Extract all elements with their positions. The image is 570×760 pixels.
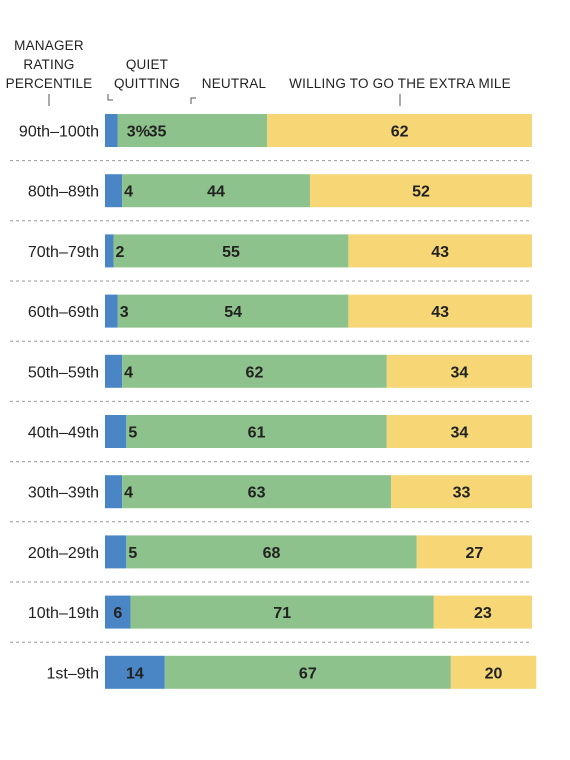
category-label: 90th–100th (19, 124, 99, 141)
bar-segment (126, 535, 417, 569)
category-label: 10th–19th (28, 605, 99, 622)
data-label: 14 (126, 665, 144, 682)
series-header-leader-0 (107, 94, 113, 101)
category-header-line: RATING (23, 57, 74, 72)
data-label: 54 (224, 304, 242, 321)
data-label: 52 (412, 184, 430, 201)
data-label: 34 (451, 364, 469, 381)
data-label: 34 (451, 425, 469, 442)
category-label: 30th–39th (28, 485, 99, 502)
data-label: 35 (149, 124, 167, 141)
data-label: 5 (128, 425, 137, 442)
category-label: 40th–49th (28, 425, 99, 442)
data-label: 3 (120, 304, 129, 321)
bar-segment (105, 114, 118, 147)
bar-segment (348, 234, 532, 268)
data-label: 20 (485, 665, 503, 682)
series-header-0: QUITTING (114, 76, 180, 91)
category-label: 1st–9th (47, 665, 99, 682)
bar-segment (105, 475, 123, 509)
series-header-leader-1 (190, 97, 196, 104)
bar-segment (105, 595, 131, 629)
bar-segment (391, 475, 532, 509)
bar-segment (105, 655, 165, 689)
bar-segment (105, 535, 127, 569)
bar-segment (416, 535, 532, 569)
chart-headers: MANAGER RATING PERCENTILE QUIET QUITTING NEUT… (6, 38, 511, 106)
bar-segment (130, 595, 434, 629)
row-separators (10, 160, 532, 643)
data-label: 67 (299, 665, 317, 682)
bar-segment (122, 354, 387, 388)
bar-segment (105, 234, 114, 268)
data-label: 4 (124, 184, 133, 201)
bar-segment (117, 114, 268, 147)
data-label: 3% (127, 124, 150, 141)
data-label: 62 (246, 364, 264, 381)
data-label: 4 (124, 485, 133, 502)
bar-segment (267, 114, 532, 147)
bar-segment (122, 174, 310, 208)
series-header-0: QUIET (126, 57, 168, 72)
data-label: 68 (263, 545, 281, 562)
bar-segment (433, 595, 532, 629)
data-label: 43 (431, 244, 449, 261)
bar-segment (105, 354, 123, 388)
bar-segment (117, 294, 349, 328)
series-header-2: WILLING TO GO THE EXTRA MILE (289, 76, 511, 91)
bar-segment (126, 415, 387, 448)
data-label: 27 (465, 545, 483, 562)
bars-group (105, 114, 537, 689)
category-label: 50th–59th (28, 364, 99, 381)
series-header-1: NEUTRAL (202, 76, 267, 91)
category-header-line: PERCENTILE (6, 76, 93, 91)
bar-segment (105, 174, 123, 208)
data-label: 6 (113, 605, 122, 622)
data-label: 61 (248, 425, 266, 442)
category-label: 20th–29th (28, 545, 99, 562)
category-label: 70th–79th (28, 244, 99, 261)
bar-segment (122, 475, 392, 509)
bar-segment (348, 294, 532, 328)
data-label: 71 (273, 605, 291, 622)
data-label: 33 (453, 485, 471, 502)
category-label: 80th–89th (28, 184, 99, 201)
bar-segment (105, 294, 118, 328)
data-label: 23 (474, 605, 492, 622)
data-label: 44 (207, 184, 225, 201)
bar-segment (164, 655, 451, 689)
data-label: 5 (128, 545, 137, 562)
data-label: 43 (431, 304, 449, 321)
data-label: 63 (248, 485, 266, 502)
bar-segment (386, 415, 532, 448)
data-label: 2 (116, 244, 125, 261)
bar-segment (113, 234, 349, 268)
data-label: 55 (222, 244, 240, 261)
category-header-line: MANAGER (14, 38, 84, 53)
bar-segment (309, 174, 532, 208)
data-label: 4 (124, 364, 133, 381)
data-label: 62 (391, 124, 409, 141)
bar-segment (105, 415, 127, 448)
bar-segment (386, 354, 532, 388)
bar-segment (450, 655, 537, 689)
category-label: 60th–69th (28, 304, 99, 321)
